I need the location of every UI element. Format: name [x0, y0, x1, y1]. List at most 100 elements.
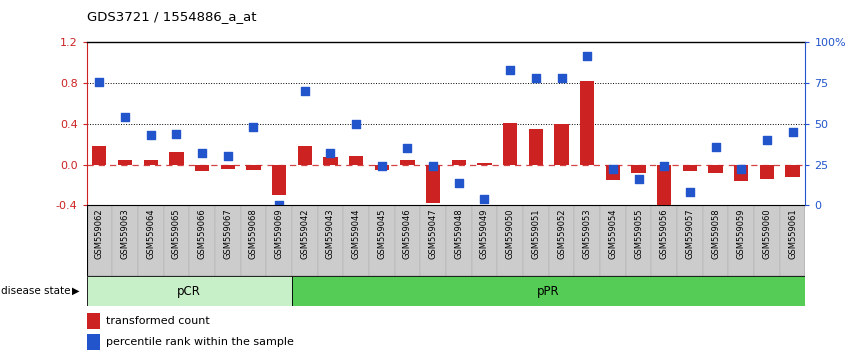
Bar: [420, 205, 446, 276]
Point: [657, 164, 671, 169]
Bar: [247, 165, 261, 170]
Bar: [138, 205, 164, 276]
Bar: [580, 81, 594, 165]
Bar: [446, 205, 472, 276]
Bar: [754, 205, 779, 276]
Bar: [292, 205, 318, 276]
Bar: [477, 162, 492, 165]
Bar: [529, 129, 543, 165]
Text: GSM559043: GSM559043: [326, 208, 335, 259]
Bar: [113, 205, 138, 276]
Bar: [343, 205, 369, 276]
Text: GSM559058: GSM559058: [711, 208, 720, 259]
Point: [247, 124, 261, 130]
Bar: [349, 156, 363, 165]
Bar: [657, 165, 671, 216]
Text: GSM559066: GSM559066: [197, 208, 207, 259]
Bar: [87, 276, 292, 306]
Bar: [241, 205, 267, 276]
Bar: [266, 205, 292, 276]
Bar: [759, 165, 774, 179]
Bar: [369, 205, 395, 276]
Point: [118, 115, 132, 120]
Point: [298, 88, 312, 94]
Point: [93, 79, 107, 84]
Bar: [195, 165, 210, 171]
Text: GSM559047: GSM559047: [429, 208, 437, 259]
Point: [580, 53, 594, 58]
Text: GSM559042: GSM559042: [301, 208, 309, 259]
Text: GSM559051: GSM559051: [532, 208, 540, 259]
Point: [708, 144, 722, 149]
Point: [631, 176, 645, 182]
Text: pPR: pPR: [538, 285, 560, 298]
Point: [477, 196, 491, 202]
Bar: [677, 205, 702, 276]
Bar: [702, 205, 728, 276]
Point: [375, 164, 389, 169]
Point: [401, 145, 415, 151]
Bar: [682, 165, 697, 171]
Text: GSM559048: GSM559048: [455, 208, 463, 259]
Bar: [452, 160, 466, 165]
Text: GDS3721 / 1554886_a_at: GDS3721 / 1554886_a_at: [87, 10, 256, 23]
Point: [272, 202, 286, 208]
Text: GSM559049: GSM559049: [480, 208, 489, 259]
Bar: [221, 165, 235, 169]
Bar: [651, 205, 677, 276]
Point: [221, 154, 235, 159]
Text: GSM559067: GSM559067: [223, 208, 232, 259]
Text: GSM559052: GSM559052: [557, 208, 566, 259]
Text: GSM559069: GSM559069: [275, 208, 284, 259]
Text: GSM559050: GSM559050: [506, 208, 514, 259]
Bar: [426, 165, 440, 203]
Text: GSM559046: GSM559046: [403, 208, 412, 259]
Bar: [395, 205, 420, 276]
Bar: [625, 205, 651, 276]
Point: [683, 189, 697, 195]
Point: [606, 167, 620, 172]
Bar: [375, 165, 389, 170]
Bar: [170, 153, 184, 165]
Text: GSM559057: GSM559057: [685, 208, 695, 259]
Point: [529, 75, 543, 81]
Bar: [779, 205, 805, 276]
Bar: [785, 165, 799, 177]
Bar: [87, 334, 100, 350]
Bar: [272, 165, 286, 195]
Bar: [87, 313, 100, 329]
Text: GSM559044: GSM559044: [352, 208, 360, 259]
Text: GSM559059: GSM559059: [737, 208, 746, 259]
Bar: [631, 165, 645, 173]
Text: percentile rank within the sample: percentile rank within the sample: [107, 337, 294, 347]
Bar: [215, 205, 241, 276]
Point: [426, 164, 440, 169]
Bar: [400, 160, 415, 165]
Point: [503, 67, 517, 73]
Bar: [190, 205, 215, 276]
Text: GSM559045: GSM559045: [378, 208, 386, 259]
Text: GSM559055: GSM559055: [634, 208, 643, 259]
Point: [452, 180, 466, 185]
Text: GSM559060: GSM559060: [762, 208, 772, 259]
Text: GSM559053: GSM559053: [583, 208, 591, 259]
Point: [324, 150, 338, 156]
Text: GSM559062: GSM559062: [95, 208, 104, 259]
Bar: [93, 146, 107, 165]
Bar: [549, 205, 574, 276]
Text: ▶: ▶: [72, 286, 80, 296]
Point: [349, 121, 363, 127]
Text: GSM559061: GSM559061: [788, 208, 797, 259]
Text: pCR: pCR: [178, 285, 201, 298]
Bar: [600, 205, 625, 276]
Text: GSM559056: GSM559056: [660, 208, 669, 259]
Point: [554, 75, 568, 81]
Point: [144, 132, 158, 138]
Bar: [292, 276, 805, 306]
Bar: [323, 158, 338, 165]
Bar: [574, 205, 600, 276]
Bar: [554, 124, 569, 165]
Point: [760, 137, 774, 143]
Bar: [734, 165, 748, 181]
Point: [195, 150, 209, 156]
